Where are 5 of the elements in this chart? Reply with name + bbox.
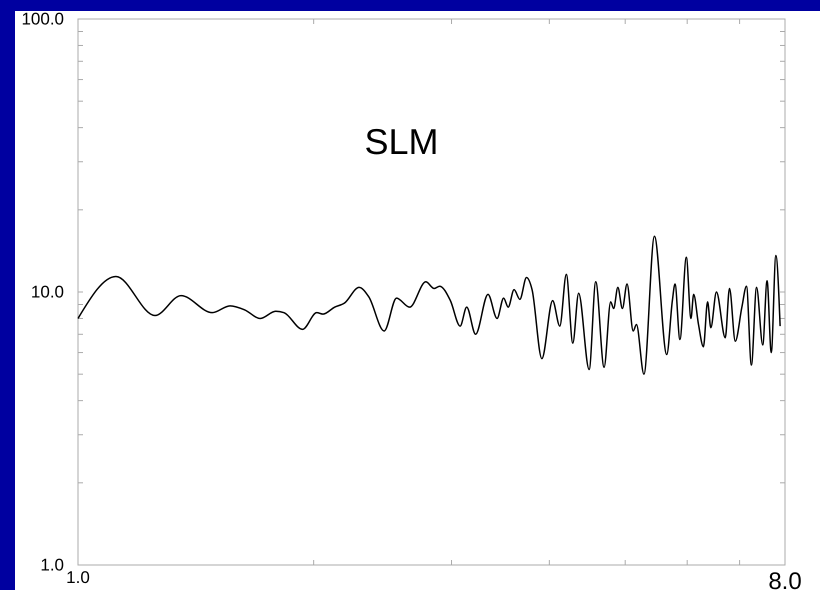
x-tick-label: 8.0	[768, 568, 802, 590]
y-tick-label: 100.0	[21, 10, 64, 28]
annotation: SLM	[364, 121, 439, 162]
y-tick-label: 1.0	[40, 556, 64, 574]
y-tick-label: 10.0	[30, 282, 64, 302]
